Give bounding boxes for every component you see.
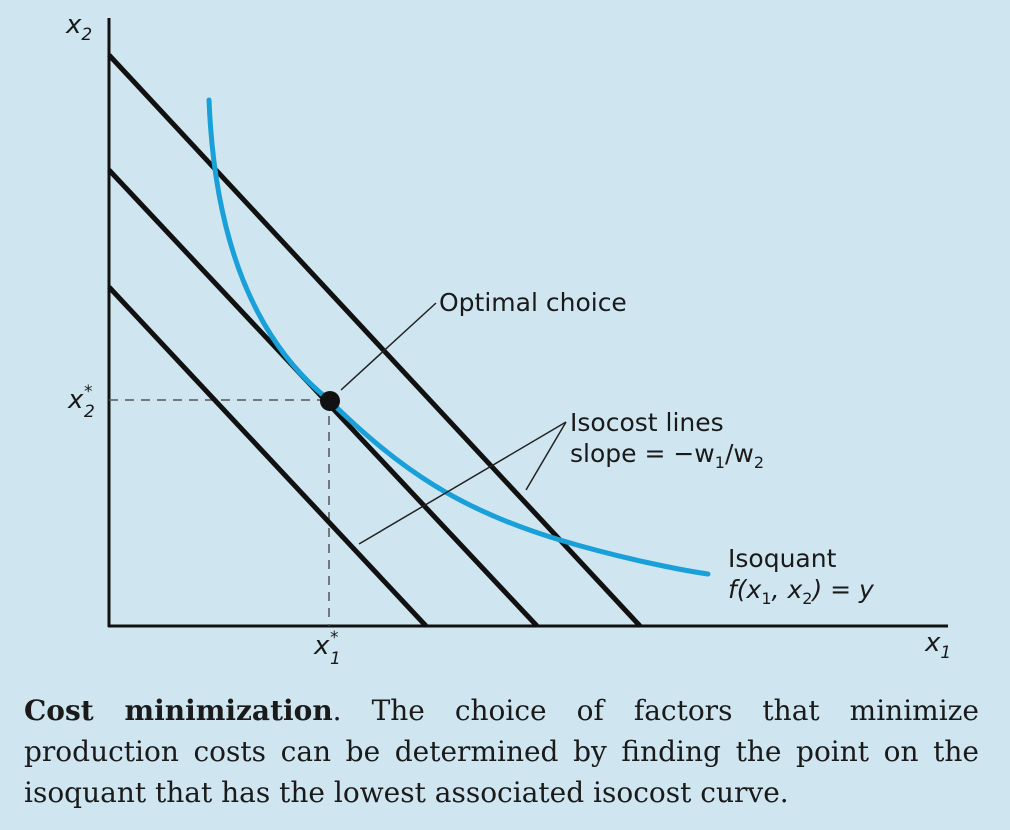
optimal-choice-label: Optimal choice — [439, 288, 627, 317]
isocost-slope-label: slope = −w1/w2 — [570, 439, 764, 472]
isoquant-equation: f(x1, x2) = y — [728, 575, 875, 608]
optimal-choice-leader — [340, 302, 437, 391]
isocost-leader-high — [525, 421, 567, 491]
figure-caption: Cost minimization. The choice of factors… — [24, 690, 979, 813]
caption-text: . The choice of factors that minimize pr… — [24, 694, 979, 809]
isoquant-label: Isoquant — [728, 544, 837, 573]
x-axis-label: x1 — [924, 628, 951, 663]
caption-title: Cost minimization — [24, 694, 333, 727]
x2-star-marker: x * 2 — [67, 374, 101, 422]
cost-minimization-diagram: x2 x1 x * 1 x * 2 Optimal choice Isocost… — [65, 10, 951, 669]
y-axis-label: x2 — [65, 10, 92, 45]
isocost-line-high — [107, 53, 642, 628]
x1-star-marker: x * 1 — [313, 620, 347, 669]
isocost-line-low — [107, 285, 428, 628]
isoquant-curve — [206, 97, 711, 577]
optimal-choice-point — [320, 391, 340, 411]
isocost-lines-label: Isocost lines — [570, 408, 724, 437]
isocost-leader-mid — [358, 421, 567, 545]
